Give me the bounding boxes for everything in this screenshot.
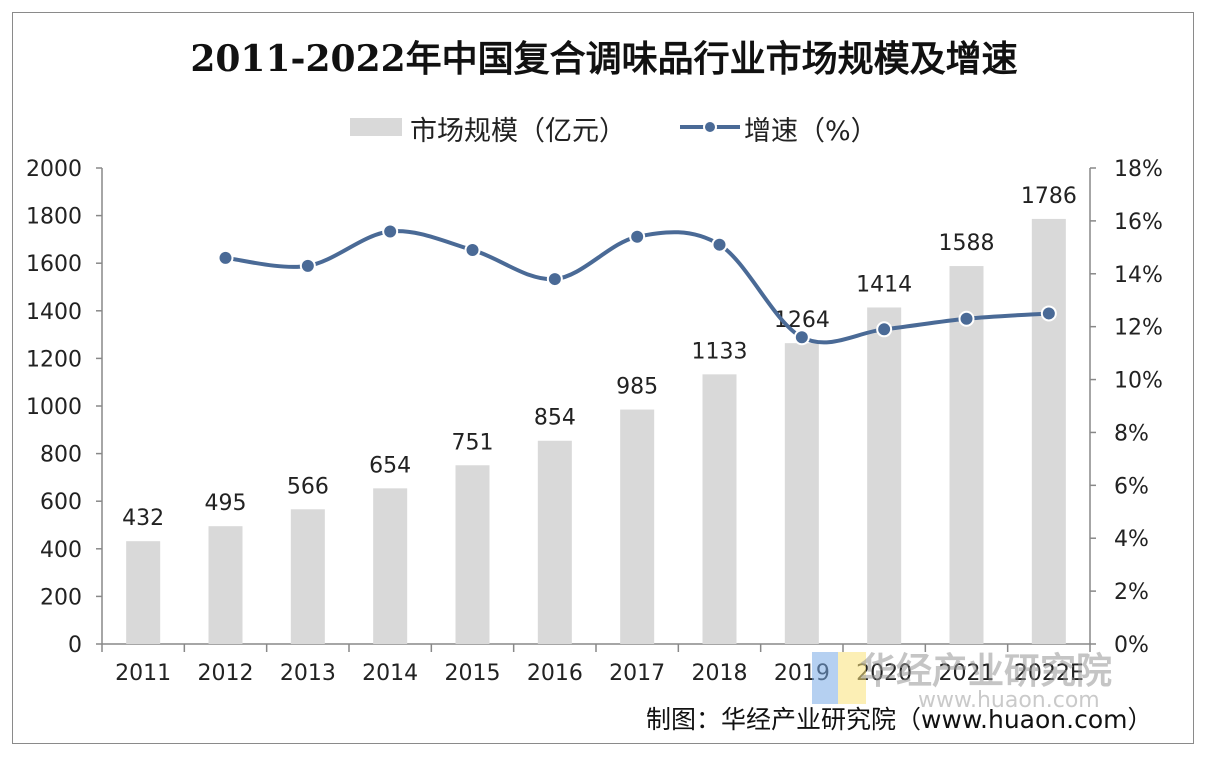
- x-tick-label: 2013: [280, 661, 336, 686]
- bar-value-label: 751: [452, 430, 494, 455]
- x-tick-label: 2021: [939, 661, 995, 686]
- y-right-tick-label: 8%: [1114, 421, 1149, 446]
- legend-line-swatch: [680, 120, 740, 134]
- bar: [373, 488, 408, 644]
- watermark-logo-yellow: [838, 652, 866, 704]
- bar: [208, 526, 243, 644]
- bar: [949, 266, 984, 644]
- growth-rate-point: [793, 329, 810, 346]
- chart-frame: [12, 12, 1194, 744]
- bar-value-label: 1133: [692, 339, 748, 364]
- y-right-tick-label: 14%: [1114, 263, 1163, 288]
- bar-value-label: 432: [122, 506, 164, 531]
- chart-legend: 市场规模（亿元） 增速（%）: [0, 108, 1208, 147]
- legend-bar-label: 市场规模（亿元）: [410, 116, 626, 147]
- bar-value-label: 1588: [939, 231, 995, 256]
- x-tick-label: 2012: [198, 661, 254, 686]
- y-right-tick-label: 0%: [1114, 633, 1149, 658]
- y-left-tick-label: 0: [68, 633, 82, 658]
- chart-source-note: 制图：华经产业研究院（www.huaon.com）: [646, 705, 1153, 734]
- bar: [784, 343, 819, 644]
- x-tick-label: 2011: [115, 661, 171, 686]
- growth-rate-point: [382, 223, 399, 240]
- y-left-tick-label: 1000: [26, 395, 82, 420]
- y-left-tick-label: 400: [40, 538, 82, 563]
- growth-rate-point: [629, 228, 646, 245]
- bar-value-label: 654: [369, 453, 411, 478]
- watermark-url: www.huaon.com: [918, 688, 1100, 713]
- bar: [867, 307, 902, 644]
- bar: [455, 465, 490, 644]
- y-right-tick-label: 2%: [1114, 580, 1149, 605]
- growth-rate-point: [958, 310, 975, 327]
- bar-value-label: 566: [287, 474, 329, 499]
- growth-rate-point: [546, 271, 563, 288]
- y-left-tick-label: 200: [40, 585, 82, 610]
- legend-bar-swatch: [350, 118, 402, 136]
- chart-title: 2011-2022年中国复合调味品行业市场规模及增速: [190, 38, 1018, 80]
- bar: [126, 541, 161, 644]
- x-tick-label: 2017: [609, 661, 665, 686]
- x-tick-label: 2016: [527, 661, 583, 686]
- growth-rate-point: [711, 236, 728, 253]
- bar: [702, 374, 737, 644]
- bar: [537, 440, 572, 644]
- growth-rate-line: [225, 229, 1049, 345]
- legend-line-label: 增速（%）: [744, 116, 878, 147]
- y-left-tick-label: 1800: [26, 205, 82, 230]
- y-right-tick-label: 10%: [1114, 369, 1163, 394]
- y-right-tick-label: 12%: [1114, 316, 1163, 341]
- growth-rate-point: [876, 321, 893, 338]
- y-left-tick-label: 1400: [26, 300, 82, 325]
- y-left-tick-label: 1200: [26, 347, 82, 372]
- bar: [620, 409, 655, 644]
- watermark-text: 华经产业研究院: [860, 651, 1113, 692]
- y-right-tick-label: 4%: [1114, 527, 1149, 552]
- y-left-tick-label: 2000: [26, 157, 82, 182]
- x-tick-label: 2018: [692, 661, 748, 686]
- x-tick-label: 2022E: [1014, 661, 1084, 686]
- growth-rate-point: [464, 241, 481, 258]
- y-left-tick-label: 600: [40, 490, 82, 515]
- growth-rate-point: [299, 257, 316, 274]
- y-right-tick-label: 6%: [1114, 474, 1149, 499]
- bar-value-label: 854: [534, 406, 576, 431]
- bar-value-label: 1786: [1021, 184, 1077, 209]
- bar: [1031, 218, 1066, 644]
- y-right-tick-label: 18%: [1114, 157, 1163, 182]
- bar-value-label: 985: [616, 375, 658, 400]
- growth-rate-point: [1040, 305, 1057, 322]
- y-left-tick-label: 800: [40, 443, 82, 468]
- bar-value-label: 495: [205, 491, 247, 516]
- watermark-logo-blue: [812, 652, 838, 704]
- growth-rate-point: [217, 249, 234, 266]
- bar: [290, 509, 325, 644]
- bar-value-label: 1414: [856, 272, 912, 297]
- x-tick-label: 2014: [362, 661, 418, 686]
- x-tick-label: 2015: [445, 661, 501, 686]
- y-right-tick-label: 16%: [1114, 210, 1163, 235]
- y-left-tick-label: 1600: [26, 252, 82, 277]
